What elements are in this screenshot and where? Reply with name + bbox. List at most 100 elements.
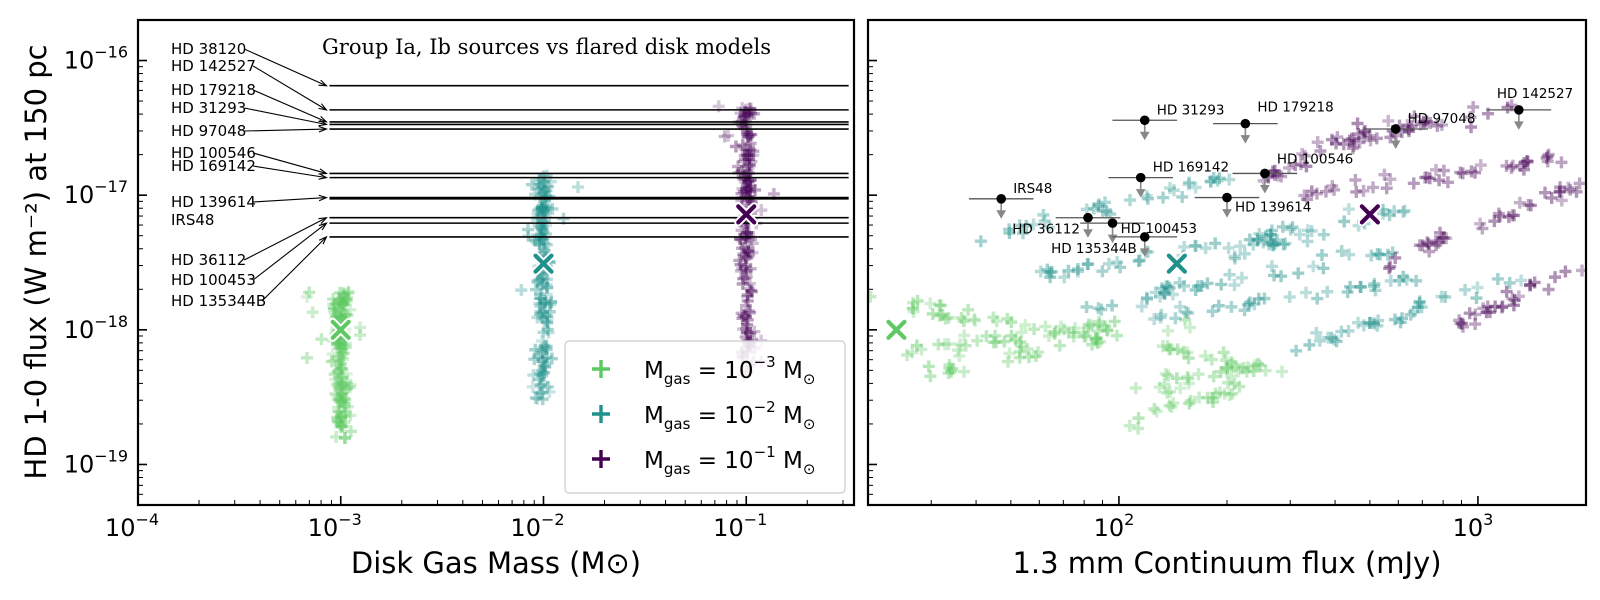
- model-point-1: [538, 339, 551, 352]
- model-point-2: [745, 285, 758, 298]
- model-point-1: [537, 232, 550, 245]
- right-model-point-1: [1140, 189, 1153, 202]
- right-model-point-1: [1491, 272, 1504, 285]
- right-model-point-1: [1276, 220, 1289, 233]
- model-point-2: [741, 149, 754, 162]
- model-point-0: [328, 304, 341, 317]
- right-model-point-1: [1368, 277, 1381, 290]
- right-model-point-1: [1470, 292, 1483, 305]
- model-point-0: [334, 380, 347, 393]
- source-label-right-3: HD 97048: [1408, 111, 1476, 127]
- model-point-0: [315, 333, 328, 346]
- right-model-point-2: [1540, 152, 1553, 165]
- model-point-1: [533, 173, 546, 186]
- right-model-point-0: [942, 367, 955, 380]
- model-point-0: [342, 285, 355, 298]
- right-model-point-1: [1407, 305, 1420, 318]
- model-point-1: [532, 219, 545, 232]
- right-model-point-0: [922, 360, 935, 373]
- model-point-1: [533, 201, 546, 214]
- right-model-point-2: [1514, 160, 1527, 173]
- model-point-0: [333, 384, 346, 397]
- right-model-point-0: [955, 311, 968, 324]
- model-point-1: [540, 169, 553, 182]
- right-model-point-2: [1370, 132, 1383, 145]
- right-model-point-2: [1454, 317, 1467, 330]
- model-point-2: [742, 130, 755, 143]
- model-point-2: [738, 108, 751, 121]
- right-model-point-2: [1305, 185, 1318, 198]
- right-model-point-0: [987, 336, 1000, 349]
- model-point-0: [331, 414, 344, 427]
- model-point-0: [326, 348, 339, 361]
- legend-marker-1: [592, 405, 610, 423]
- right-model-point-1: [1092, 198, 1105, 211]
- model-point-1: [546, 202, 559, 215]
- right-model-point-0: [868, 290, 877, 303]
- xtick-exponent: −3: [338, 510, 362, 529]
- label-arrow-head-10: [318, 222, 328, 231]
- right-model-point-1: [1307, 260, 1320, 273]
- model-point-1: [537, 352, 550, 365]
- right-model-point-0: [906, 346, 919, 359]
- right-model-point-0: [933, 299, 946, 312]
- model-point-0: [331, 365, 344, 378]
- right-model-point-1: [1148, 312, 1161, 325]
- right-model-point-1: [1141, 192, 1154, 205]
- model-point-1: [538, 359, 551, 372]
- model-point-2: [743, 277, 756, 290]
- right-model-point-1: [1158, 288, 1171, 301]
- right-model-point-1: [1396, 312, 1409, 325]
- right-model-point-1: [1096, 204, 1109, 217]
- right-model-point-2: [1420, 115, 1433, 128]
- model-point-0: [334, 310, 347, 323]
- model-point-2: [740, 145, 753, 158]
- source-label-left-8: IRS48: [171, 211, 214, 229]
- right-model-point-1: [1369, 284, 1382, 297]
- left-model-clouds: [300, 100, 780, 445]
- xtick-exponent: −1: [744, 510, 768, 529]
- model-point-2: [744, 137, 757, 150]
- model-point-1: [537, 224, 550, 237]
- right-model-point-1: [1189, 240, 1202, 253]
- model-point-2: [743, 248, 756, 261]
- right-model-point-0: [958, 329, 971, 342]
- right-model-point-2: [1433, 174, 1446, 187]
- model-point-1: [535, 203, 548, 216]
- right-model-point-2: [1520, 154, 1533, 167]
- model-point-1: [533, 273, 546, 286]
- right-limit-arrow-head-4: [1260, 184, 1270, 194]
- right-model-point-2: [1512, 290, 1525, 303]
- right-model-point-1: [1207, 171, 1220, 184]
- right-model-point-2: [1506, 209, 1519, 222]
- right-model-point-1: [1020, 219, 1033, 232]
- right-model-point-2: [1469, 318, 1482, 331]
- right-model-point-1: [1415, 301, 1428, 314]
- right-model-point-0: [1183, 321, 1196, 334]
- right-model-point-0: [1093, 315, 1106, 328]
- model-point-2: [736, 277, 749, 290]
- right-model-point-0: [943, 362, 956, 375]
- right-x-axis-ticks: 102 103: [867, 496, 1587, 542]
- right-model-point-1: [1398, 204, 1411, 217]
- right-model-point-2: [1500, 285, 1513, 298]
- model-point-2: [737, 155, 750, 168]
- model-point-0: [332, 401, 345, 414]
- right-model-point-1: [1342, 324, 1355, 337]
- right-model-point-2: [1453, 314, 1466, 327]
- right-model-point-0: [1090, 332, 1103, 345]
- xtick-base: 10: [1094, 514, 1125, 542]
- right-model-point-2: [1337, 138, 1350, 151]
- model-point-0: [327, 301, 340, 314]
- legend-text-m: M: [644, 448, 664, 474]
- model-point-0: [329, 387, 342, 400]
- right-model-point-0: [926, 307, 939, 320]
- right-model-point-0: [1192, 368, 1205, 381]
- model-point-1: [532, 204, 545, 217]
- legend-marker-0: [592, 360, 610, 378]
- right-model-point-0: [1094, 335, 1107, 348]
- model-point-2: [736, 102, 749, 115]
- model-point-0: [336, 297, 349, 310]
- ytick-exponent: −18: [94, 312, 128, 331]
